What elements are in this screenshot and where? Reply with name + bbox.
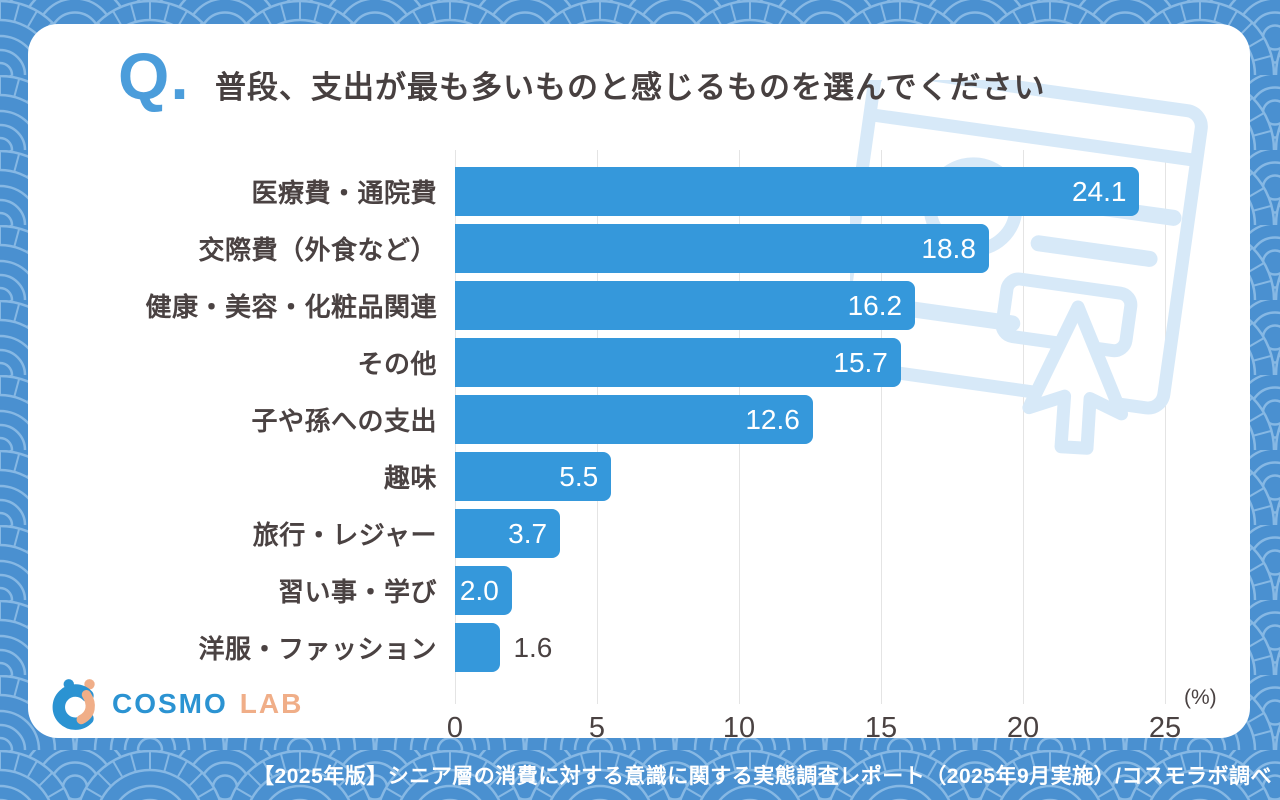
category-label: 健康・美容・化粧品関連 bbox=[145, 292, 437, 322]
bar-row: その他 15.7 bbox=[28, 334, 1250, 391]
survey-card: Q. 普段、支出が最も多いものと感じるものを選んでください 医療費・通院費 24.… bbox=[28, 24, 1250, 738]
x-tick-label: 25 bbox=[1148, 712, 1182, 738]
header: Q. 普段、支出が最も多いものと感じるものを選んでください bbox=[28, 24, 1250, 144]
bar-value-label: 5.5 bbox=[559, 460, 599, 492]
category-label: 旅行・レジャー bbox=[252, 520, 437, 550]
bar-row: 趣味 5.5 bbox=[28, 448, 1250, 505]
bar-row: 健康・美容・化粧品関連 16.2 bbox=[28, 277, 1250, 334]
category-label: 洋服・ファッション bbox=[198, 634, 437, 664]
bar-value-label: 1.6 bbox=[513, 631, 553, 663]
bar-value-label: 18.8 bbox=[921, 232, 976, 264]
x-axis: 0 5 10 15 20 25 bbox=[447, 712, 1195, 738]
bar: 18.8 bbox=[455, 224, 989, 273]
bar-row: 交際費（外食など） 18.8 bbox=[28, 220, 1250, 277]
logo-text-cosmo: COSMO bbox=[112, 688, 228, 719]
cursor-arrow-icon bbox=[1022, 300, 1129, 455]
bar: 3.7 bbox=[455, 509, 561, 558]
bar: 15.7 bbox=[455, 338, 901, 387]
bar: 16.2 bbox=[455, 281, 916, 330]
bar-value-label: 15.7 bbox=[833, 346, 888, 378]
page-title: 普段、支出が最も多いものと感じるものを選んでください bbox=[215, 70, 1046, 105]
bar: 12.6 bbox=[455, 395, 813, 444]
bar: 24.1 bbox=[455, 167, 1140, 216]
bar-row: 医療費・通院費 24.1 bbox=[28, 163, 1250, 220]
x-tick-label: 15 bbox=[864, 712, 898, 738]
cosmo-lab-logo-icon bbox=[52, 679, 95, 730]
x-axis-unit-label: (%) bbox=[1184, 686, 1217, 709]
bar-row: 子や孫への支出 12.6 bbox=[28, 391, 1250, 448]
logo-text-lab: LAB bbox=[239, 688, 304, 719]
bar-row: 洋服・ファッション 1.6 bbox=[28, 619, 1250, 676]
gridline bbox=[1165, 150, 1166, 704]
category-label: 交際費（外食など） bbox=[198, 235, 437, 265]
bar-row: 旅行・レジャー 3.7 bbox=[28, 505, 1250, 562]
x-tick-label: 10 bbox=[722, 712, 756, 738]
question-mark-icon: Q. bbox=[118, 39, 190, 113]
gridline bbox=[1023, 150, 1024, 704]
category-label: 趣味 bbox=[383, 463, 437, 493]
category-label: 習い事・学び bbox=[277, 577, 437, 607]
bar: 2.0 bbox=[455, 566, 512, 615]
category-label: 医療費・通院費 bbox=[251, 178, 437, 208]
bar-chart: 医療費・通院費 24.1 交際費（外食など） 18.8 健康・美容・化粧品関連 16.2 そ… bbox=[28, 163, 1250, 676]
bar-value-label: 3.7 bbox=[508, 517, 548, 549]
category-label: 子や孫への支出 bbox=[251, 406, 437, 436]
gridline bbox=[881, 150, 882, 704]
bar-value-label: 2.0 bbox=[459, 574, 499, 606]
cosmo-lab-logo: COSMO LAB bbox=[48, 676, 303, 732]
bar bbox=[455, 623, 501, 672]
x-tick-label: 5 bbox=[588, 712, 606, 738]
x-tick-label: 0 bbox=[446, 712, 464, 738]
category-label: その他 bbox=[357, 349, 437, 379]
x-tick-label: 20 bbox=[1006, 712, 1040, 738]
bar-value-label: 16.2 bbox=[847, 289, 903, 321]
bar-value-label: 12.6 bbox=[745, 403, 800, 435]
bar: 5.5 bbox=[455, 452, 612, 501]
bar-value-label: 24.1 bbox=[1071, 175, 1127, 207]
footer-source-note: 【2025年版】シニア層の消費に対する意識に関する実態調査レポート（2025年9… bbox=[253, 765, 1272, 788]
bar-row: 習い事・学び 2.0 bbox=[28, 562, 1250, 619]
